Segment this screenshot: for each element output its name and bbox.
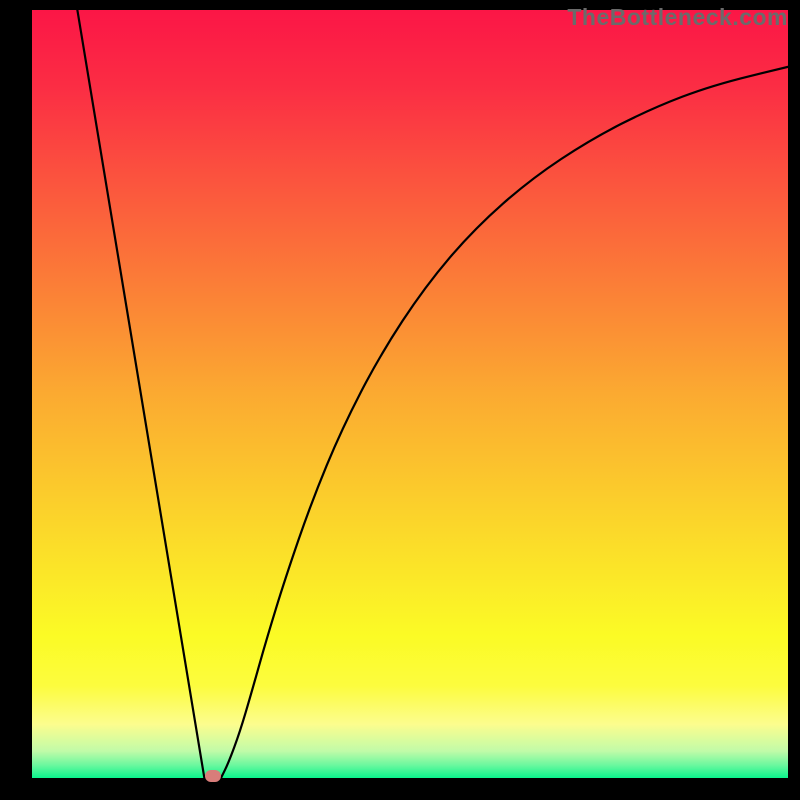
- plot-area: [32, 10, 788, 778]
- gradient-background: [32, 10, 788, 778]
- optimal-point-marker: [205, 770, 221, 782]
- chart-svg: [32, 10, 788, 778]
- watermark-text: TheBottleneck.com: [567, 4, 788, 31]
